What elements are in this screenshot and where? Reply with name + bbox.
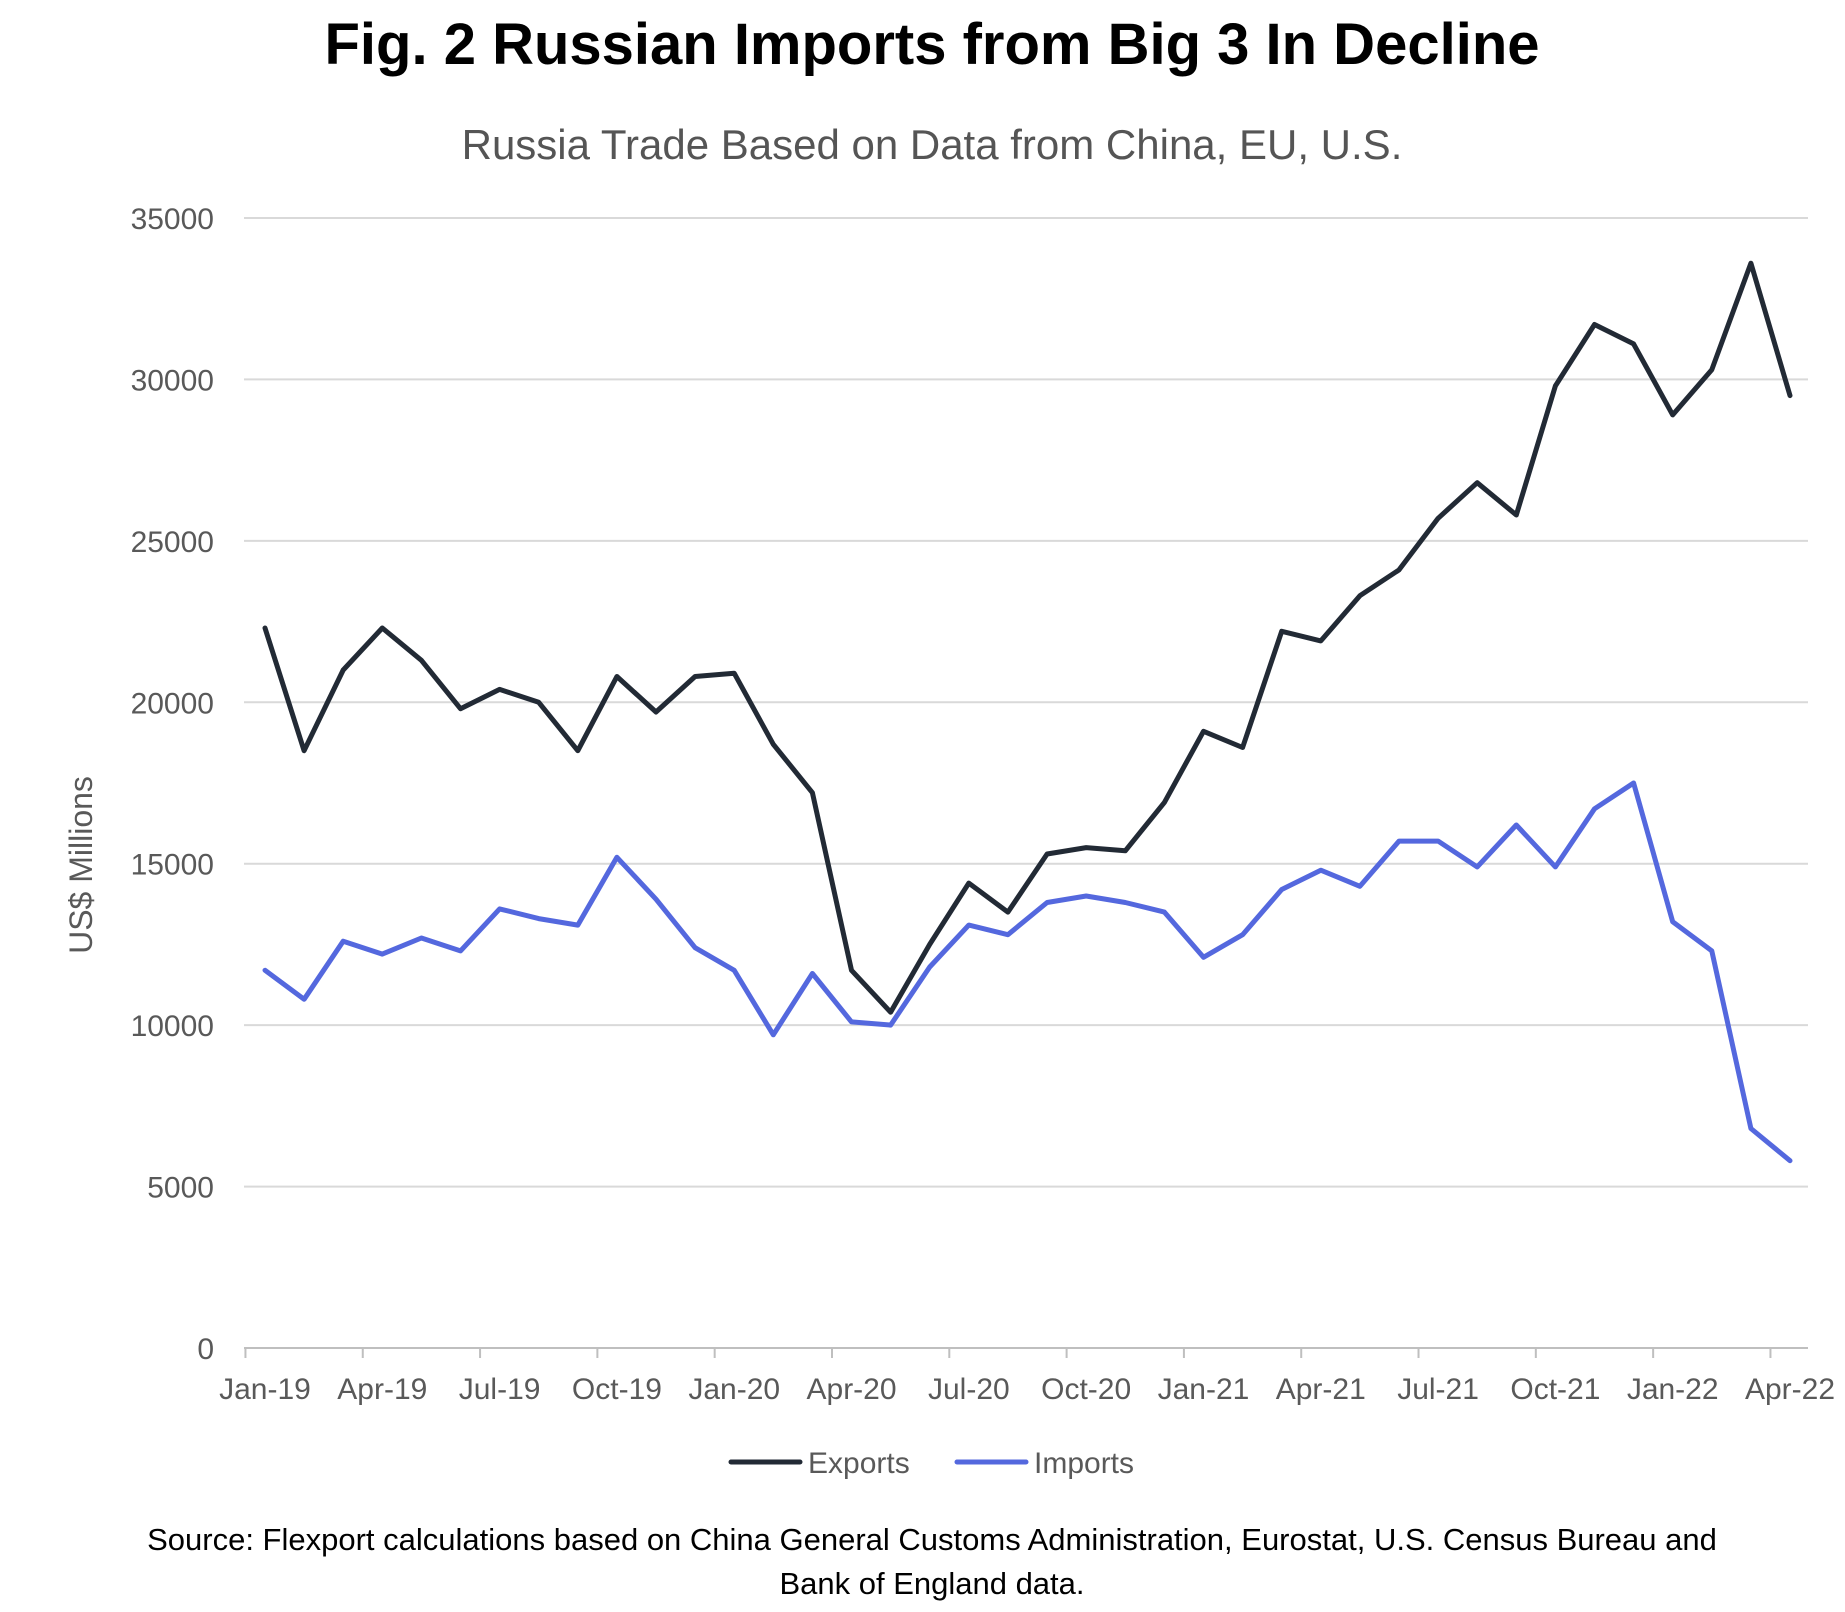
y-axis-label: US$ Millions (63, 776, 99, 954)
x-tick-label: Jan-21 (1158, 1373, 1250, 1406)
x-tick-label: Oct-19 (572, 1373, 662, 1406)
y-tick-label: 25000 (131, 526, 214, 559)
x-tick-label: Jan-20 (688, 1373, 780, 1406)
x-tick-label: Apr-20 (807, 1373, 897, 1406)
legend-label-exports: Exports (808, 1447, 910, 1480)
chart-title: Fig. 2 Russian Imports from Big 3 In Dec… (325, 12, 1540, 77)
y-tick-label: 20000 (131, 687, 214, 720)
x-tick-label: Apr-19 (337, 1373, 427, 1406)
x-tick-label: Jul-20 (928, 1373, 1010, 1406)
x-tick-label: Apr-21 (1276, 1373, 1366, 1406)
x-tick-marks (244, 1348, 1772, 1358)
grid-lines (244, 217, 1808, 1188)
series-line-imports (262, 780, 1793, 1164)
y-tick-label: 10000 (131, 1010, 214, 1043)
x-tick-label: Jan-19 (219, 1373, 311, 1406)
y-tick-label: 35000 (131, 203, 214, 236)
y-tick-label: 30000 (131, 364, 214, 397)
x-tick-label: Jan-22 (1627, 1373, 1719, 1406)
chart-subtitle: Russia Trade Based on Data from China, E… (462, 121, 1403, 168)
y-tick-labels: 0 5000 10000 15000 20000 25000 30000 35000 (131, 203, 214, 1366)
series-line-exports (262, 260, 1793, 1015)
legend-label-imports: Imports (1034, 1447, 1134, 1480)
y-tick-label: 15000 (131, 849, 214, 882)
source-note-line-2: Bank of England data. (779, 1566, 1084, 1601)
x-tick-label: Oct-20 (1041, 1373, 1131, 1406)
legend: Exports Imports (728, 1447, 1134, 1480)
x-tick-labels: Jan-19 Apr-19 Jul-19 Oct-19 Jan-20 Apr-20 Jul-… (219, 1373, 1835, 1406)
y-tick-label: 0 (197, 1333, 214, 1366)
x-tick-label: Jul-21 (1397, 1373, 1479, 1406)
x-tick-label: Jul-19 (459, 1373, 541, 1406)
x-tick-label: Oct-21 (1510, 1373, 1600, 1406)
x-tick-label: Apr-22 (1745, 1373, 1835, 1406)
series-lines (262, 260, 1793, 1164)
source-note-line-1: Source: Flexport calculations based on C… (147, 1522, 1717, 1557)
y-tick-label: 5000 (147, 1172, 214, 1205)
